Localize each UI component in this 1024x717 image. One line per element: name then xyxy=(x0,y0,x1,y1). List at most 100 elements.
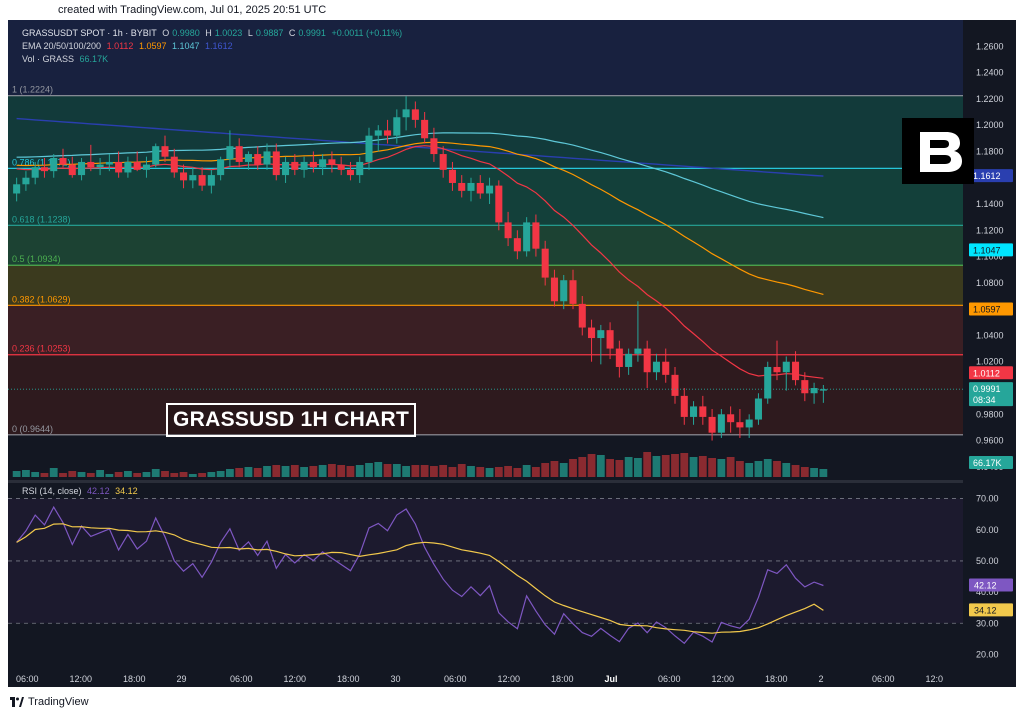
candle-body xyxy=(68,164,76,176)
volume-bar xyxy=(800,467,809,477)
volume-bar xyxy=(550,461,559,477)
volume-bar xyxy=(578,457,587,477)
legend-ema100: 1.1047 xyxy=(172,41,200,51)
legend-vol-value: 66.17K xyxy=(79,54,109,64)
ema200-line xyxy=(16,117,824,177)
fib-level-label: 0.382 (1.0629) xyxy=(12,294,71,304)
volume-bar xyxy=(198,473,206,477)
tradingview-logo-icon xyxy=(10,697,24,707)
price-badge-label: 1.1612 xyxy=(973,171,1001,181)
legend-symbol-row: GRASSUSDT SPOT · 1h · BYBIT O 0.9980 H 1.0… xyxy=(22,28,405,38)
candle-body xyxy=(467,182,475,191)
time-tick-label: 30 xyxy=(391,674,401,684)
candle-body xyxy=(643,348,651,373)
rsi-tick-label: 30.00 xyxy=(976,618,999,628)
fib-zone-band xyxy=(8,305,963,355)
legend-rsi-ma-value: 34.12 xyxy=(115,486,138,496)
volume-bar xyxy=(383,464,392,477)
time-tick-label: 18:00 xyxy=(551,674,574,684)
fib-zone-band xyxy=(8,168,963,226)
candle-body xyxy=(300,161,308,170)
rsi-tick-label: 70.00 xyxy=(976,494,999,504)
volume-bar xyxy=(773,461,781,477)
candle-body xyxy=(421,119,429,139)
created-caption: created with TradingView.com, Jul 01, 20… xyxy=(58,4,327,16)
volume-bar xyxy=(22,470,30,477)
volume-bar xyxy=(717,459,726,477)
candle-body xyxy=(31,167,39,178)
time-tick-label: 12:00 xyxy=(284,674,307,684)
candle-body xyxy=(226,146,234,160)
time-tick-label: 18:00 xyxy=(765,674,788,684)
candle-body xyxy=(458,182,466,191)
candle-body xyxy=(504,222,512,239)
candle-body xyxy=(448,169,456,183)
volume-bar xyxy=(643,452,652,477)
price-badge: 1.0112 xyxy=(969,366,1013,380)
candle-body xyxy=(634,348,642,354)
pane-separator xyxy=(8,480,1016,483)
candle-body xyxy=(402,109,410,118)
candle-body xyxy=(87,161,95,168)
candle-body xyxy=(59,158,67,165)
candle-body xyxy=(773,366,781,373)
volume-bar xyxy=(467,466,475,477)
chart-canvas[interactable]: 1 (1.2224) 0.786 (1.1671) 0.618 (1.1238) 0.… xyxy=(8,20,1016,687)
candle-body xyxy=(560,280,568,302)
volume-bar xyxy=(31,472,40,477)
footer-brand-label: TradingView xyxy=(28,696,89,708)
volume-bar xyxy=(365,463,373,477)
legend-ema-label: EMA 20/50/100/200 xyxy=(22,41,102,51)
price-badge: 1.0597 xyxy=(969,302,1013,316)
fib-zone-top xyxy=(8,20,963,96)
chart-area[interactable]: 1 (1.2224) 0.786 (1.1671) 0.618 (1.1238) 0.… xyxy=(8,20,1016,687)
volume-bar xyxy=(151,469,160,477)
volume-bar xyxy=(420,465,429,477)
brand-logo-icon xyxy=(902,118,974,184)
candle-body xyxy=(486,185,494,194)
candle-body xyxy=(690,406,698,417)
rsi-badge-label: 34.12 xyxy=(974,605,997,615)
ema50-line xyxy=(16,141,824,295)
time-tick-label: 06:00 xyxy=(16,674,39,684)
candle-body xyxy=(615,348,623,367)
fib-level-label: 0.5 (1.0934) xyxy=(12,254,61,264)
price-tick-label: 1.2400 xyxy=(976,68,1004,78)
volume-bar xyxy=(624,457,633,477)
volume-bar xyxy=(40,473,49,477)
candle-body xyxy=(411,109,419,120)
price-badge-label: 0.9991 xyxy=(973,384,1001,394)
volume-bar xyxy=(235,468,244,477)
volume-bar xyxy=(114,472,123,477)
price-badge-bg xyxy=(969,456,1013,469)
volume-bar xyxy=(49,468,58,477)
rsi-badge-label: 42.12 xyxy=(974,580,997,590)
volume-bar xyxy=(763,459,772,477)
legend-vol-label: Vol · GRASS xyxy=(22,54,75,64)
volume-bar xyxy=(318,465,327,477)
price-badge-label: 66.17K xyxy=(973,458,1002,468)
fib-level-label: 0.786 (1.1671) xyxy=(12,157,71,167)
price-badge-bg xyxy=(969,243,1013,257)
volume-bar xyxy=(374,462,383,477)
volume-bar xyxy=(253,468,262,477)
volume-bar xyxy=(328,464,336,477)
volume-bar xyxy=(541,463,550,477)
rsi-badge-bg xyxy=(969,578,1013,592)
fib-zone-band xyxy=(8,95,963,169)
footer-brand[interactable]: TradingView xyxy=(10,696,89,708)
candle-body xyxy=(319,159,327,168)
volume-bar xyxy=(559,463,568,477)
volume-bar xyxy=(346,466,355,477)
volume-bar xyxy=(504,466,512,477)
price-tick-label: 1.1800 xyxy=(976,146,1004,156)
volume-bar xyxy=(457,464,466,477)
candle-body xyxy=(337,164,345,170)
price-tick-label: 1.2000 xyxy=(976,120,1004,130)
candle-body xyxy=(606,330,614,349)
candle-body xyxy=(356,161,364,176)
time-tick-label: 12:0 xyxy=(926,674,944,684)
volume-bar xyxy=(494,467,503,477)
time-tick-label: 12:00 xyxy=(498,674,521,684)
legend-rsi-title: RSI (14, close) xyxy=(22,486,82,496)
